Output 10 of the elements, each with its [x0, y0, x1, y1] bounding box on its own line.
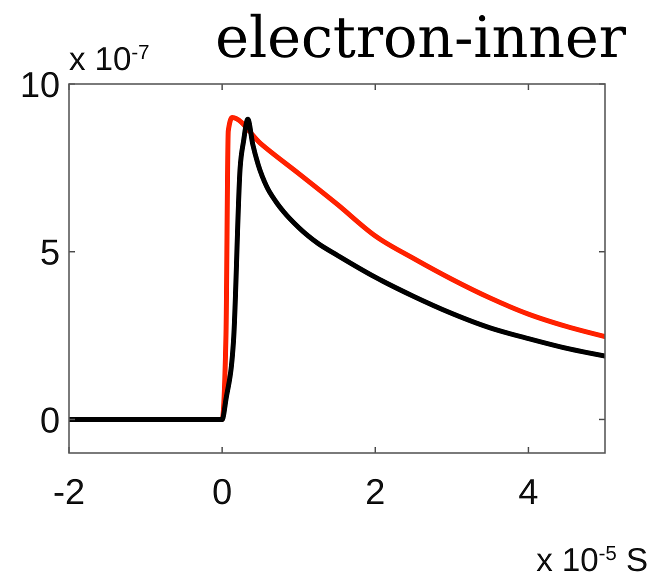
y-tick-label: 0	[40, 399, 60, 440]
x-tick-label: 2	[365, 471, 386, 512]
y-axis-title: x 10$^{-7}$	[69, 40, 150, 77]
x-tick-label: -2	[52, 471, 86, 512]
y-tick-label: 5	[40, 232, 60, 273]
x-tick-label: 0	[212, 471, 232, 512]
chart-title: electron-inner	[215, 5, 627, 71]
x-axis-title: x 10$^{-5}$ S	[536, 541, 648, 578]
y-tick-label: 10	[20, 64, 60, 105]
x-tick-label: 4	[518, 471, 538, 512]
